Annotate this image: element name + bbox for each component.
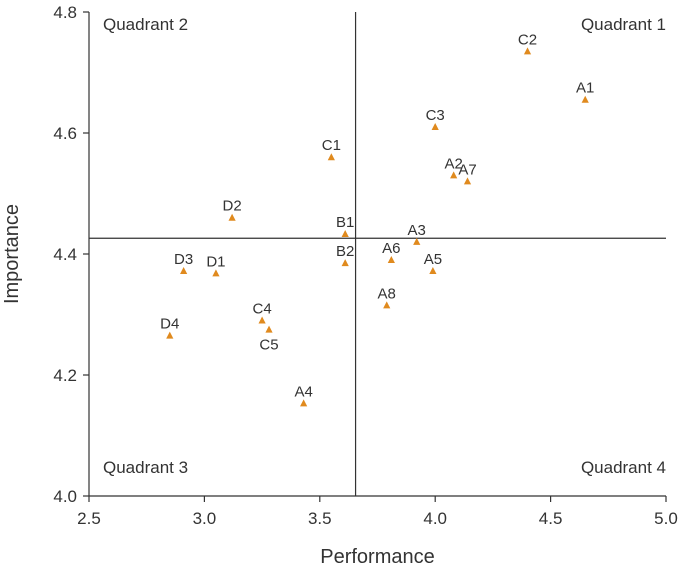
y-axis-title: Importance (1, 204, 23, 304)
y-tick-label: 4.6 (53, 124, 77, 143)
marker-d4 (166, 331, 174, 339)
point-label-c4: C4 (253, 301, 272, 318)
quadrant-3-label: Quadrant 3 (103, 458, 188, 477)
marker-a8 (383, 301, 391, 309)
axis-ticks: 2.5 3.0 3.5 4.0 4.5 5.0 4.0 4.2 4.4 4.6 4.8 (53, 3, 677, 528)
marker-d3 (180, 266, 188, 274)
marker-b1 (341, 230, 349, 238)
marker-c2 (523, 47, 532, 55)
marker-a1 (581, 95, 589, 103)
point-label-a7: A7 (458, 161, 476, 178)
marker-a2 (450, 171, 458, 179)
point-label-c5: C5 (259, 337, 278, 354)
marker-c3 (431, 122, 439, 130)
point-label-d1: D1 (206, 253, 225, 270)
point-label-c1: C1 (322, 137, 341, 154)
point-label-d2: D2 (223, 198, 242, 215)
point-label-c3: C3 (426, 107, 445, 124)
scatter-points: A1 A2 A3 A4 A5 A6 A7 A8 B1 B2 C1 C2 C3 C4 C5 D1 D2 D3 D4 (160, 31, 594, 407)
x-tick-label: 3.0 (193, 509, 217, 528)
point-label-a4: A4 (294, 383, 312, 400)
marker-d2 (228, 213, 236, 221)
point-label-a3: A3 (408, 222, 426, 239)
point-label-b2: B2 (336, 243, 354, 260)
marker-b2 (341, 259, 349, 267)
marker-a7 (463, 177, 472, 185)
marker-a4 (300, 399, 308, 407)
x-tick-label: 3.5 (308, 509, 332, 528)
quadrant-2-label: Quadrant 2 (103, 15, 188, 34)
point-label-d4: D4 (160, 316, 179, 333)
marker-c4 (258, 316, 266, 324)
point-label-d3: D3 (174, 251, 193, 268)
point-label-b1: B1 (336, 214, 354, 231)
point-label-a1: A1 (576, 80, 594, 97)
marker-a3 (413, 237, 421, 245)
quadrant-4-label: Quadrant 4 (581, 458, 666, 477)
x-tick-label: 4.5 (539, 509, 563, 528)
x-axis-title: Performance (320, 546, 435, 568)
marker-d1 (212, 269, 220, 277)
x-tick-label: 5.0 (654, 509, 678, 528)
x-tick-label: 4.0 (423, 509, 447, 528)
point-label-c2: C2 (518, 31, 537, 48)
y-tick-label: 4.0 (53, 487, 77, 506)
y-tick-label: 4.8 (53, 3, 77, 22)
y-tick-label: 4.4 (53, 245, 77, 264)
point-label-a5: A5 (424, 251, 442, 268)
marker-c1 (327, 153, 335, 161)
marker-a5 (429, 266, 437, 274)
y-tick-label: 4.2 (53, 366, 77, 385)
point-label-a6: A6 (382, 240, 400, 257)
point-label-a2: A2 (444, 155, 462, 172)
quadrant-1-label: Quadrant 1 (581, 15, 666, 34)
x-tick-label: 2.5 (77, 509, 101, 528)
marker-a6 (387, 256, 395, 264)
marker-c5 (265, 325, 273, 333)
point-label-a8: A8 (378, 285, 396, 302)
